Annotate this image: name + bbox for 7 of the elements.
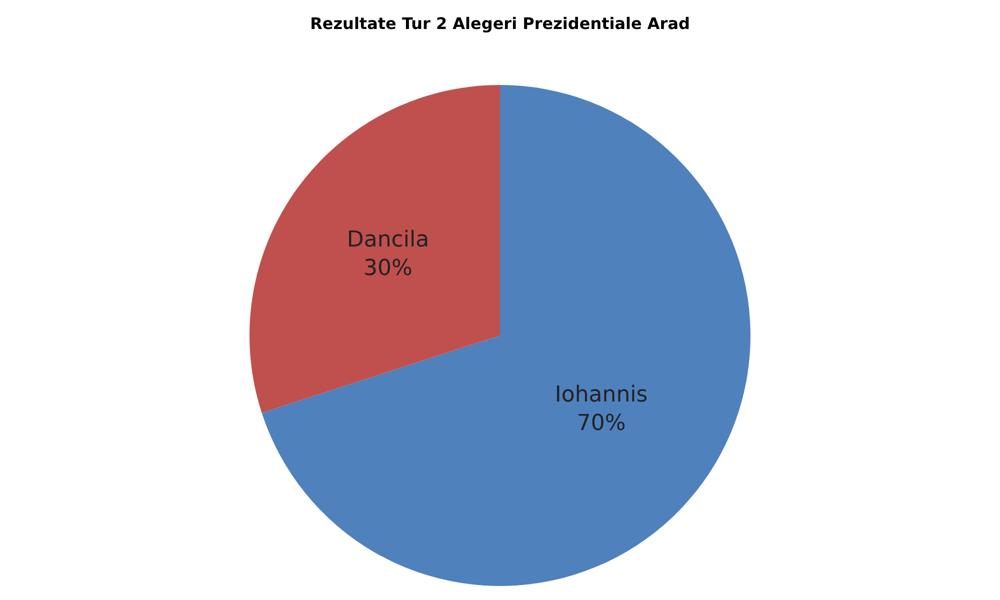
data-label: 70% bbox=[576, 410, 626, 436]
chart-title: Rezultate Tur 2 Alegeri Prezidentiale Arad bbox=[310, 14, 690, 34]
data-label: 30% bbox=[364, 256, 412, 281]
pie-slice bbox=[250, 85, 500, 413]
slice-label: Iohannis bbox=[554, 382, 648, 408]
slice-label: Dancila bbox=[346, 227, 430, 252]
pie-slice bbox=[262, 85, 750, 586]
